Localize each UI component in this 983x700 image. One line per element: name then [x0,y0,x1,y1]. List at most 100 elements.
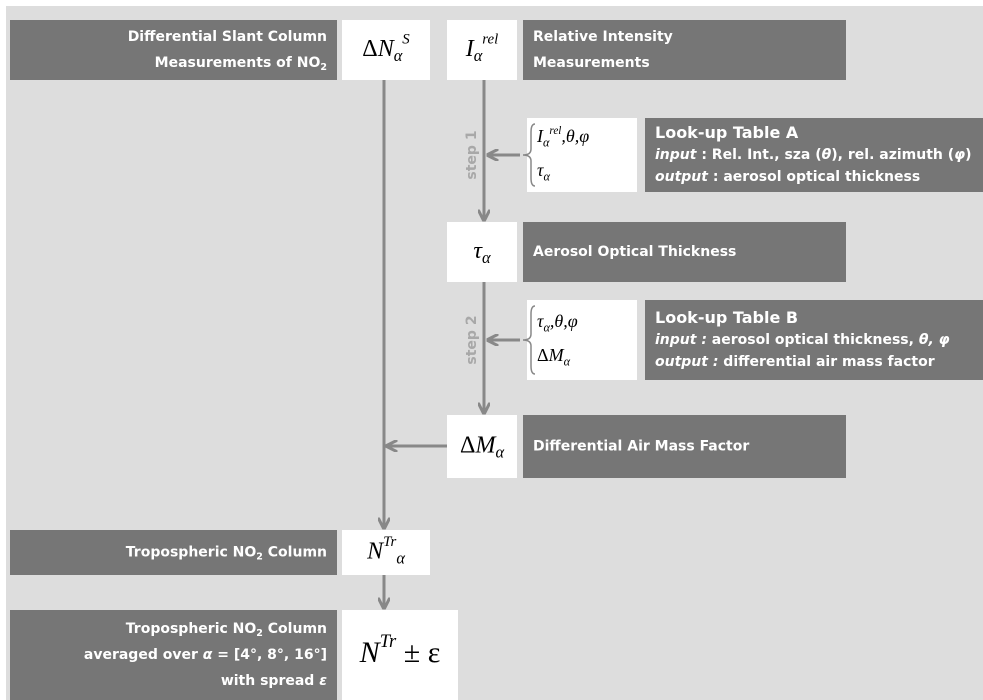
text-run: N [366,538,385,564]
formula-box [527,118,637,192]
label-box [523,415,846,478]
text-run: input : [655,332,707,348]
formula: τα [473,238,491,267]
text-run: Δ [460,432,475,458]
text-run: N [359,636,382,669]
text-run: output : [655,354,718,370]
text-run: differential air mass factor [718,354,934,370]
text-run: α [474,46,483,65]
text-run: φ [954,147,965,163]
text-run: α [482,248,491,267]
text-run: M [474,432,497,458]
label-text: Tropospheric NO2 Column [126,621,327,639]
text-run: ,θ,φ [550,311,578,331]
text-run: Δ [362,36,377,62]
formula: τα,θ,φ [537,311,578,334]
text-run: τ [537,311,544,331]
text-run: S [402,32,410,48]
formula: Iαrel,θ,φ [536,124,589,149]
step-label: step 2 [464,315,480,364]
label-box [10,530,337,575]
text-run: N [377,36,396,62]
label-box [10,20,337,80]
text-run: Tropospheric NO [126,545,257,561]
text-run: = [4°, 8°, 16°] [212,647,327,663]
text-run: I [465,36,475,62]
brace [522,123,536,187]
text-run: ,θ,φ [561,126,589,146]
text-run: aerosol optical thickness, [707,332,919,348]
label-box [523,20,846,80]
arrows [384,80,520,607]
text-run: ε [319,673,327,689]
label-text: Aerosol Optical Thickness [533,244,736,260]
formula: NTr ± ε [359,631,441,669]
text-run: input [655,147,698,163]
formula-box [447,415,517,478]
formula: τα [537,160,550,183]
text-run: α [543,135,550,149]
text-run: rel [482,32,498,48]
label-text: output : differential air mass factor [655,354,935,370]
formula-box [342,530,430,575]
text-run: rel [549,124,561,136]
label-text: Differential Air Mass Factor [533,439,749,455]
text-run: α [203,647,213,663]
text-run: Column [263,621,327,637]
text-run: ± ε [396,636,440,669]
text-run: Tr [380,631,397,652]
formula: ΔMα [460,432,504,461]
label-text: Relative Intensity [533,29,673,45]
label-text: Look-up Table A [655,123,799,142]
text-run: Differential Slant Column [128,29,327,45]
text-run: α [396,548,405,567]
label-box [10,610,337,700]
text-run: Aerosol Optical Thickness [533,244,736,260]
text-run: 2 [256,628,263,639]
step-label: step 1 [464,130,480,179]
text-run: averaged over [84,647,203,663]
text-run: 2 [256,551,263,562]
label-text: Measurements [533,55,650,71]
text-run: : aerosol optical thickness [708,169,920,185]
formula-box [447,20,517,80]
text-run: : Rel. Int., sza ( [696,147,821,163]
text-run: Look-up Table B [655,308,798,327]
text-run: Measurements [533,55,650,71]
text-run: 2 [320,62,327,73]
text-run: output [655,169,709,185]
label-text: input : aerosol optical thickness, θ, φ [655,332,950,348]
label-text: Differential Slant Column [128,29,327,45]
label-text: output : aerosol optical thickness [655,169,920,185]
label-text: Measurements of NO2 [155,55,327,73]
text-run: ) [965,147,971,163]
label-text: input : Rel. Int., sza (θ), rel. azimuth… [655,147,972,163]
label-text: Tropospheric NO2 Column [126,545,327,563]
text-run: M [548,345,565,365]
text-run: with spread [221,673,319,689]
text-run: α [543,169,550,183]
text-run: Tropospheric NO [126,621,257,637]
formula-box [527,300,637,380]
label-text: Look-up Table B [655,308,798,327]
label-box [645,118,983,192]
text-run: θ [822,147,832,163]
text-run: θ, φ [919,332,950,348]
formula: Iαrel [465,32,499,65]
text-run: α [495,442,504,461]
text-run: α [564,354,571,368]
formula-box [342,20,430,80]
text-run: τ [473,238,483,264]
formula-box [342,610,458,700]
label-text: averaged over α = [4°, 8°, 16°] [84,647,327,663]
label-box [645,300,983,380]
text-run: τ [537,160,544,180]
formula: ΔNαS [362,32,410,65]
text-run: ), rel. azimuth ( [831,147,954,163]
formula: NTrα [366,534,405,567]
text-run: Column [263,545,327,561]
text-run: Measurements of NO [155,55,321,71]
text-run: α [394,46,403,65]
brace [522,305,536,375]
